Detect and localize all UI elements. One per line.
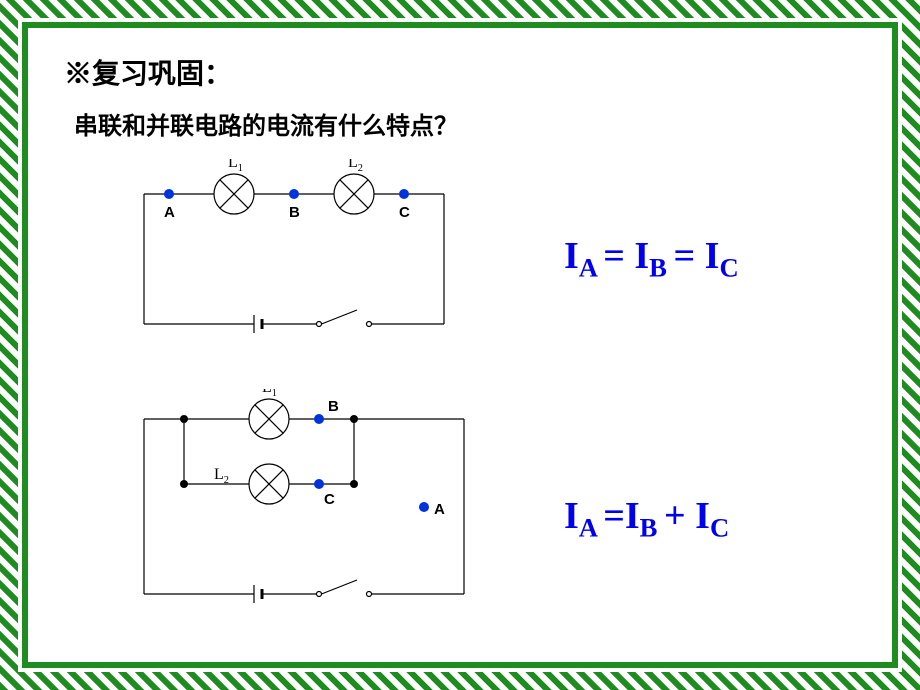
question-subtitle: 串联和并联电路的电流有什么特点？ (74, 106, 458, 141)
svg-text:A: A (164, 204, 175, 221)
parallel-circuit-diagram: L1 L2 B C A (124, 389, 484, 624)
parallel-formula: IA =IB + IC (564, 494, 729, 544)
svg-text:A: A (434, 501, 445, 518)
svg-text:C: C (399, 204, 410, 221)
svg-text:L2: L2 (348, 159, 363, 174)
svg-text:L2: L2 (214, 466, 229, 486)
review-title: ※复习巩固： (64, 52, 232, 92)
svg-text:L1: L1 (228, 159, 243, 174)
series-circuit-diagram: L1 L2 A B C (124, 159, 464, 354)
svg-text:B: B (328, 398, 339, 415)
svg-text:C: C (324, 491, 335, 508)
slide-content: ※复习巩固： 串联和并联电路的电流有什么特点？ L1L2ABC L1L2BCA … (34, 34, 886, 656)
series-formula: IA = IB = IC (564, 234, 739, 284)
svg-text:B: B (289, 204, 300, 221)
svg-text:L1: L1 (262, 389, 277, 399)
